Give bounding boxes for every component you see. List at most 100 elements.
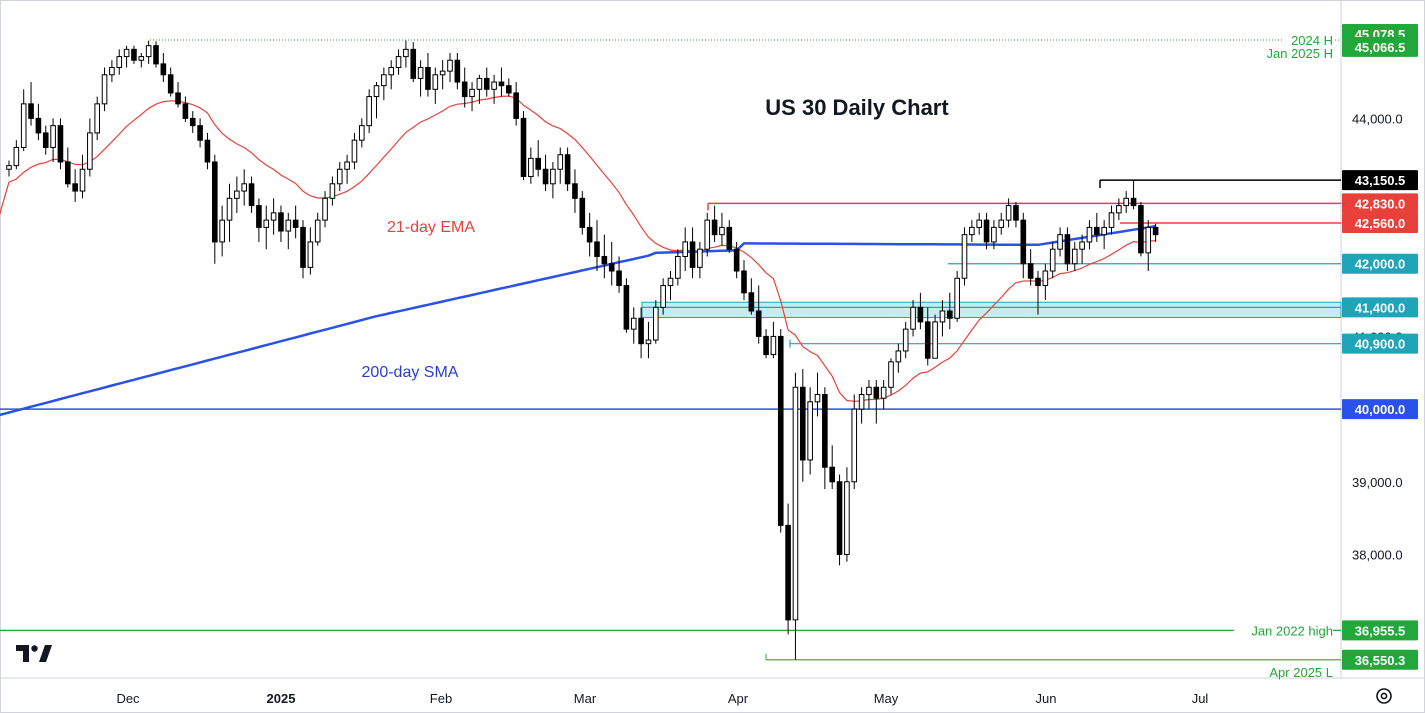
candle-body-100 [741,270,747,294]
price-tag-text-2: 43,150.5 [1355,173,1406,188]
candle-76 [564,147,571,192]
candle-body-143 [1057,234,1063,250]
candle-21 [160,52,167,83]
time-tick-5: May [874,691,899,706]
candle-body-67 [498,81,505,87]
candle-body-141 [1042,270,1049,287]
candle-58 [432,67,439,104]
candle-body-24 [182,103,189,119]
candle-body-142 [1049,248,1056,272]
candle-body-36 [270,212,277,221]
price-tag-text-9: 36,955.5 [1355,623,1406,638]
candle-52 [388,60,394,90]
candle-body-29 [219,219,225,243]
candle-body-25 [189,117,196,127]
candle-42 [314,212,321,246]
candle-body-117 [866,386,872,396]
price-tag-bg-10 [1342,649,1418,670]
candle-body-65 [483,77,490,90]
candle-14 [109,60,115,83]
price-tag-bg-3 [1342,193,1418,214]
candle-body-106 [785,524,791,621]
candle-129 [954,271,960,322]
time-tick-1: 2025 [267,691,296,706]
candle-104 [770,321,777,359]
candle-117 [866,380,872,410]
ema-21-line [0,95,1156,402]
candle-body-27 [204,139,211,163]
candle-38 [285,212,292,250]
candle-9 [72,169,78,202]
time-tick-7: Jul [1192,691,1209,706]
candle-body-132 [976,219,983,228]
candle-body-35 [263,219,270,228]
candle-135 [998,212,1005,235]
candle-body-104 [770,335,777,356]
level-note-0: 2024 H [1291,33,1333,48]
candle-body-155 [1145,226,1152,254]
candle-body-46 [344,161,350,170]
settings-gear-icon[interactable] [1376,688,1392,704]
candle-body-111 [822,394,828,468]
candle-64 [476,74,483,104]
candle-36 [270,198,277,235]
candle-51 [381,67,387,101]
candle-body-118 [873,386,880,399]
candle-63 [469,82,475,112]
candle-body-126 [932,321,938,359]
ema-label: 21-day EMA [387,219,475,236]
candle-body-80 [594,241,600,257]
candle-125 [924,307,931,366]
candle-body-154 [1138,205,1144,254]
candle-body-137 [1013,205,1019,221]
candle-67 [498,67,505,97]
candle-body-20 [153,45,159,65]
candle-body-8 [65,161,71,185]
candle-80 [594,220,600,272]
candle-body-13 [101,74,108,105]
candle-73 [542,154,549,192]
candle-body-116 [858,394,865,410]
price-tag-text-5: 42,000.0 [1355,257,1406,272]
candle-100 [741,260,747,301]
candle-body-82 [608,263,615,272]
candle-body-123 [910,306,916,330]
candle-body-52 [388,67,394,76]
candle-body-22 [167,74,174,94]
candle-body-41 [307,241,314,268]
candle-body-134 [991,226,997,243]
candle-15 [116,49,123,75]
candle-body-79 [586,226,593,243]
candle-body-48 [359,125,365,141]
candle-77 [572,169,578,213]
candle-45 [336,161,343,192]
candle-body-7 [57,125,64,163]
candle-body-71 [528,157,534,178]
candle-113 [836,474,843,566]
candle-body-15 [116,56,123,69]
candle-46 [344,154,350,184]
candle-96 [711,205,718,242]
candle-body-128 [947,310,953,319]
candle-53 [395,49,402,75]
candle-116 [858,387,865,424]
candle-body-59 [439,70,446,76]
candle-150 [1108,205,1115,235]
candle-body-17 [131,48,137,61]
price-tag-bg-5 [1342,253,1418,274]
candle-17 [131,45,137,64]
candle-body-21 [160,63,167,76]
candle-7 [57,118,64,170]
candle-body-83 [616,270,622,287]
candle-26 [197,118,203,148]
candle-98 [726,220,733,253]
candle-body-40 [300,226,306,268]
candle-body-138 [1020,219,1027,265]
candle-body-12 [94,103,101,134]
candle-140 [1035,271,1041,315]
candle-66 [491,74,497,104]
support-zone-41400 [641,301,1342,319]
candle-body-38 [285,219,292,232]
candle-body-44 [329,183,336,199]
